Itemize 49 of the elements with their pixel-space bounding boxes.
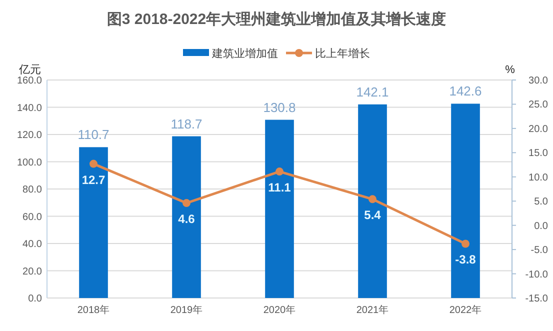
point — [90, 160, 98, 168]
y-tick-label: 80.0 — [22, 184, 42, 196]
point — [368, 195, 376, 204]
y2-axis-title: % — [505, 64, 516, 76]
point — [182, 199, 190, 208]
y2-tick-label: 20.0 — [528, 124, 548, 135]
y2-tick-label: -15.0 — [525, 294, 548, 304]
y-tick-label: 0.0 — [28, 294, 42, 304]
data-label: 11.1 — [268, 180, 292, 195]
data-label: 142.6 — [449, 84, 482, 99]
data-label: 110.7 — [78, 127, 110, 142]
data-label: 142.1 — [356, 84, 389, 100]
y2-tick-label: 5.0 — [534, 196, 548, 208]
point — [276, 168, 284, 176]
chart-title: 图3 2018-2022年大理州建筑业增加值及其增长速度 — [106, 10, 446, 28]
bar — [172, 136, 201, 298]
bar — [79, 147, 108, 298]
y-tick-label: 100.0 — [16, 157, 42, 168]
y-tick-label: 20.0 — [22, 266, 42, 278]
y-tick-label: 120.0 — [16, 130, 42, 141]
x-tick-label: 2018年 — [77, 304, 110, 316]
y2-tick-label: -10.0 — [525, 269, 548, 280]
y-tick-label: 40.0 — [22, 239, 42, 250]
y2-tick-label: -5.0 — [530, 245, 548, 256]
legend-label: 比上年增长 — [315, 47, 370, 60]
bar — [358, 104, 387, 298]
bar — [265, 120, 294, 298]
legend-label: 建筑业增加值 — [211, 47, 278, 60]
y2-tick-label: 10.0 — [528, 172, 548, 184]
x-tick-label: 2020年 — [263, 304, 296, 316]
y2-tick-label: 15.0 — [528, 148, 548, 160]
y2-tick-label: 0.0 — [534, 220, 548, 232]
data-label: -3.8 — [455, 252, 476, 267]
y-axis-title: 亿元 — [18, 64, 41, 76]
data-label: 12.7 — [82, 172, 106, 187]
x-tick-label: 2021年 — [356, 304, 389, 316]
x-tick-label: 2019年 — [170, 304, 203, 316]
y2-tick-label: 25.0 — [528, 100, 548, 111]
y2-tick-label: 30.0 — [528, 76, 548, 86]
point — [462, 240, 470, 248]
y-tick-label: 140.0 — [16, 102, 42, 114]
y-tick-label: 160.0 — [16, 76, 42, 86]
y-tick-label: 60.0 — [22, 212, 42, 223]
data-label: 5.4 — [364, 208, 382, 222]
data-label: 130.8 — [263, 100, 296, 115]
x-tick-label: 2022年 — [449, 304, 482, 316]
data-label: 118.7 — [170, 116, 202, 132]
bar — [451, 104, 480, 298]
data-label: 4.6 — [178, 212, 196, 226]
